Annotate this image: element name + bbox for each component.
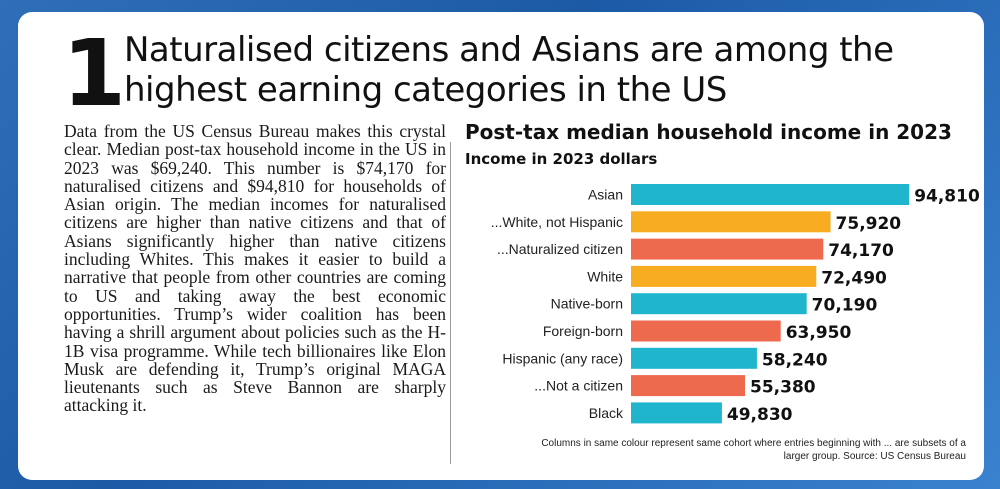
value-label: 49,830 (727, 405, 793, 425)
category-label: Black (589, 405, 624, 421)
category-label: Native-born (551, 296, 623, 312)
bar (631, 293, 807, 315)
article-number: 1 (62, 20, 126, 127)
value-label: 70,190 (812, 296, 878, 316)
bar-chart: Asian 94,810 ...White, not Hispanic 75,920.… (491, 184, 980, 425)
value-label: 75,920 (836, 214, 902, 234)
value-label: 94,810 (914, 187, 980, 207)
bar (631, 347, 757, 369)
chart-footnote: Columns in same colour represent same co… (541, 438, 966, 462)
category-label: Asian (588, 187, 623, 203)
category-label: White (587, 268, 623, 284)
category-label: ...Not a citizen (534, 378, 623, 394)
bar (631, 211, 831, 233)
headline: Naturalised citizens and Asians are amon… (124, 30, 894, 110)
value-label: 63,950 (786, 323, 852, 343)
chart-subtitle: Income in 2023 dollars (465, 150, 658, 168)
bar (631, 320, 781, 342)
bar (631, 238, 824, 260)
body-text: Data from the US Census Bureau makes thi… (64, 121, 446, 416)
bar (631, 402, 722, 424)
bar (631, 375, 746, 397)
value-label: 74,170 (828, 241, 894, 261)
category-label: ...White, not Hispanic (491, 214, 623, 230)
bar (631, 265, 817, 287)
category-label: ...Naturalized citizen (497, 241, 623, 257)
category-label: Foreign-born (543, 323, 623, 339)
column-divider (450, 142, 451, 464)
value-label: 72,490 (821, 268, 887, 288)
bar (631, 184, 910, 205)
value-label: 58,240 (762, 350, 828, 370)
category-label: Hispanic (any race) (502, 350, 623, 366)
chart-title: Post-tax median household income in 2023 (465, 120, 952, 144)
value-label: 55,380 (750, 378, 816, 398)
article-card: 1 Naturalised citizens and Asians are am… (18, 12, 984, 480)
